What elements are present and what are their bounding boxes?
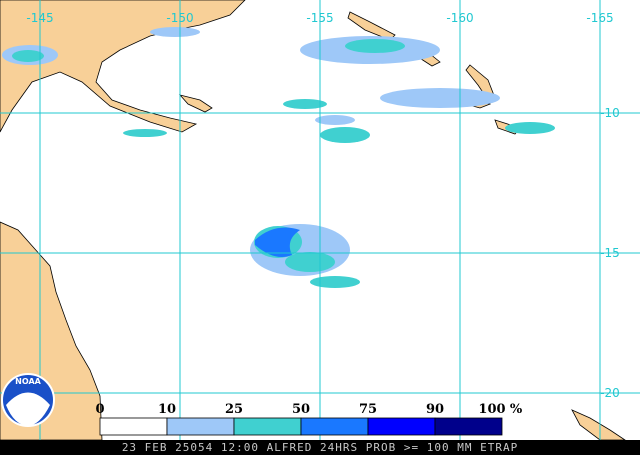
- lat-label: -20: [600, 386, 620, 400]
- lon-label: -155: [306, 11, 333, 25]
- legend: 0 10 25 50 75 90 100%: [95, 402, 523, 436]
- lon-label: -165: [586, 11, 613, 25]
- lon-label: -160: [446, 11, 473, 25]
- legend-swatch: [300, 417, 369, 436]
- precipitation: [2, 27, 555, 288]
- legend-tick: 75: [359, 402, 377, 417]
- lat-label: -15: [600, 246, 620, 260]
- lon-label: -145: [26, 11, 53, 25]
- noaa-logo: NOAA: [1, 373, 55, 427]
- legend-tick: 50: [292, 402, 310, 417]
- lat-label: -10: [600, 106, 620, 120]
- footer-bar: [0, 440, 640, 455]
- legend-tick: 90: [426, 402, 444, 417]
- legend-swatch: [367, 417, 436, 436]
- legend-unit: %: [510, 402, 523, 417]
- legend-tick: 10: [158, 402, 176, 417]
- legend-tick: 25: [225, 402, 243, 417]
- legend-swatch: [99, 417, 168, 436]
- logo-text: NOAA: [15, 377, 41, 386]
- legend-swatch: [233, 417, 302, 436]
- lon-label: -150: [166, 11, 193, 25]
- legend-tick: 0: [95, 402, 104, 417]
- footer-text: 23 FEB 25054 12:00 ALFRED 24HRS PROB >= …: [122, 441, 518, 454]
- graticule: -145 -150 -155 -160 -165 -10 -15 -20: [0, 0, 640, 440]
- legend-swatch: [434, 417, 503, 436]
- legend-tick: 100: [478, 402, 505, 417]
- legend-swatch: [166, 417, 235, 436]
